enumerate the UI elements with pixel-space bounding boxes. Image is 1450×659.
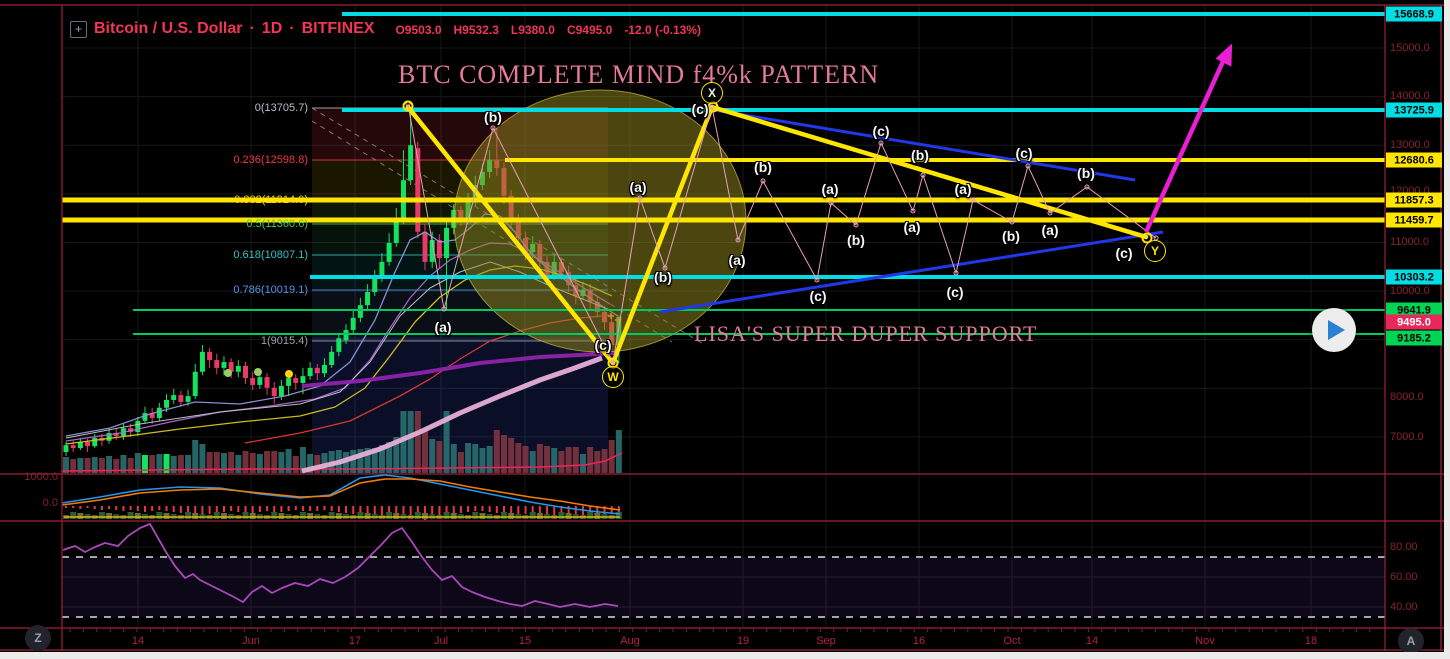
- time-axis-label: Nov: [1195, 635, 1215, 647]
- time-axis-label: Oct: [1003, 635, 1021, 647]
- time-axis-label: 16: [912, 635, 926, 647]
- exchange-label: BITFINEX: [301, 20, 375, 37]
- wave-label[interactable]: (a): [629, 179, 647, 195]
- price-badge: 9185.2: [1386, 330, 1442, 346]
- time-axis-label: Jul: [433, 635, 449, 647]
- ohlc-low: L9380.0: [510, 23, 555, 37]
- left-scale-tick: 0.0: [42, 497, 58, 509]
- interval-label[interactable]: 1D: [261, 20, 283, 37]
- time-axis-label: 15: [518, 635, 532, 647]
- time-axis-label: 17: [348, 635, 362, 647]
- wave-label[interactable]: (c): [946, 284, 964, 300]
- price-scale-tick: 8000.0: [1390, 391, 1424, 403]
- time-axis-label: 14: [1085, 635, 1099, 647]
- price-scale-tick: 7000.0: [1390, 431, 1424, 443]
- wave-label[interactable]: (c): [594, 337, 612, 353]
- fib-level-label: 0.786(10019.1): [233, 284, 308, 296]
- time-axis-label: 19: [736, 635, 750, 647]
- wave-label[interactable]: (b): [654, 269, 672, 285]
- price-scale-tick: 11000.0: [1390, 236, 1429, 248]
- price-badge: 11857.3: [1386, 192, 1442, 208]
- price-scale-tick: 15000.0: [1390, 42, 1430, 54]
- wave-label[interactable]: (c): [809, 288, 827, 304]
- autoscale-button[interactable]: A: [1398, 628, 1424, 654]
- price-badge: 11459.7: [1386, 212, 1442, 228]
- wave-label[interactable]: (c): [1115, 245, 1133, 261]
- volume-bars: [63, 411, 622, 473]
- wave-label[interactable]: (b): [1077, 165, 1095, 181]
- wave-label[interactable]: (b): [754, 159, 772, 175]
- wave-group-marker-y[interactable]: Y: [1144, 240, 1166, 262]
- price-scale-tick: 40.00: [1390, 601, 1418, 613]
- pattern-title-annotation[interactable]: BTC COMPLETE MIND f4%k PATTERN: [398, 60, 880, 89]
- price-badge: 9495.0: [1386, 314, 1442, 330]
- wave-label[interactable]: (b): [484, 109, 502, 125]
- separator-dot: ·: [289, 20, 295, 37]
- time-axis-label: Jun: [242, 635, 260, 647]
- time-axis-label: 14: [131, 635, 145, 647]
- separator-dot: ·: [249, 20, 255, 37]
- wave-label[interactable]: (a): [1041, 222, 1059, 238]
- wave-label[interactable]: (b): [1002, 228, 1020, 244]
- ohlc-high: H9532.3: [453, 23, 499, 37]
- page-edge-right: [1444, 0, 1450, 659]
- wave-label[interactable]: (c): [1015, 145, 1033, 161]
- time-axis-label: 18: [1304, 635, 1318, 647]
- play-triangle-icon: [1327, 320, 1345, 340]
- price-badge: 9641.9: [1386, 302, 1442, 318]
- wave-label[interactable]: (c): [691, 101, 709, 117]
- support-note-annotation[interactable]: LISA'S SUPER DUPER SUPPORT: [694, 321, 1038, 346]
- fib-level-label: 0.618(10807.1): [233, 249, 308, 261]
- wave-label[interactable]: (a): [821, 181, 839, 197]
- wave-label[interactable]: (c): [872, 123, 890, 139]
- macd-pane: [61, 474, 622, 520]
- volume-ma-line: [61, 452, 623, 472]
- left-scale-tick: 1000.0: [24, 471, 58, 483]
- price-badge: 10303.2: [1386, 269, 1442, 285]
- symbol-header[interactable]: + Bitcoin / U.S. Dollar · 1D · BITFINEX …: [70, 20, 701, 38]
- price-scale-tick: 60.00: [1390, 571, 1418, 583]
- ohlc-change: -12.0 (-0.13%): [624, 23, 702, 37]
- fib-level-label: 0.382(11914.0): [234, 194, 308, 206]
- wave-label[interactable]: (a): [728, 252, 746, 268]
- grid-lines: [62, 5, 1385, 628]
- ohlc-readout: O9503.0 H9532.3 L9380.0 C9495.0 -12.0 (-…: [395, 21, 701, 37]
- page-edge-bottom: [0, 652, 1450, 659]
- wave-label[interactable]: (b): [911, 147, 929, 163]
- magenta-arrow: [1143, 43, 1233, 233]
- symbol-plus-icon[interactable]: +: [70, 20, 87, 38]
- symbol-name[interactable]: Bitcoin / U.S. Dollar: [94, 20, 243, 37]
- time-axis-label: Aug: [620, 635, 640, 647]
- price-badge: 12680.6: [1386, 152, 1442, 168]
- wave-label[interactable]: (a): [434, 319, 452, 335]
- price-badge: 13725.9: [1386, 102, 1442, 118]
- play-button[interactable]: [1312, 308, 1356, 352]
- fib-level-label: 0(13705.7): [254, 102, 308, 114]
- wave-group-marker-x[interactable]: X: [701, 82, 723, 104]
- fib-level-label: 0.236(12598.8): [233, 154, 308, 166]
- time-axis-label: Sep: [816, 635, 836, 647]
- fib-level-label: 0.5(11360.6): [246, 218, 308, 230]
- zoom-button[interactable]: Z: [25, 625, 51, 651]
- wave-label[interactable]: (a): [954, 181, 972, 197]
- ohlc-open: O9503.0: [395, 23, 442, 37]
- price-scale-tick: 13000.0: [1390, 139, 1430, 151]
- ohlc-close: C9495.0: [566, 23, 613, 37]
- fib-level-label: 1(9015.4): [260, 335, 308, 347]
- wave-group-marker-w[interactable]: W: [602, 366, 624, 388]
- price-scale-tick: 14000.0: [1390, 90, 1430, 102]
- wave-label[interactable]: (b): [847, 232, 865, 248]
- rsi-pane: [62, 523, 1385, 618]
- price-scale-tick: 10000.0: [1390, 285, 1430, 297]
- price-rays: [62, 12, 1385, 335]
- price-badge: 15668.9: [1386, 6, 1442, 22]
- price-scale-tick: 80.00: [1390, 541, 1418, 553]
- wave-label[interactable]: (a): [903, 219, 921, 235]
- drawing-lines: [402, 100, 1164, 369]
